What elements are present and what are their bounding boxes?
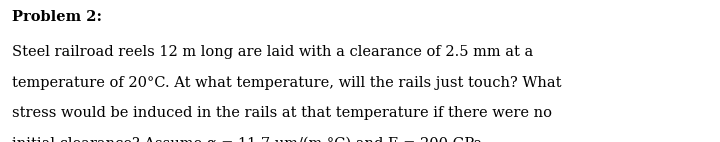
Text: Problem 2:: Problem 2:: [12, 10, 102, 24]
Text: initial clearance? Assume α = 11.7 μm/(m·°C) and E = 200 GPa.: initial clearance? Assume α = 11.7 μm/(m…: [12, 137, 487, 142]
Text: stress would be induced in the rails at that temperature if there were no: stress would be induced in the rails at …: [12, 106, 552, 121]
Text: temperature of 20°C. At what temperature, will the rails just touch? What: temperature of 20°C. At what temperature…: [12, 76, 561, 90]
Text: Steel railroad reels 12 m long are laid with a clearance of 2.5 mm at a: Steel railroad reels 12 m long are laid …: [12, 45, 533, 59]
